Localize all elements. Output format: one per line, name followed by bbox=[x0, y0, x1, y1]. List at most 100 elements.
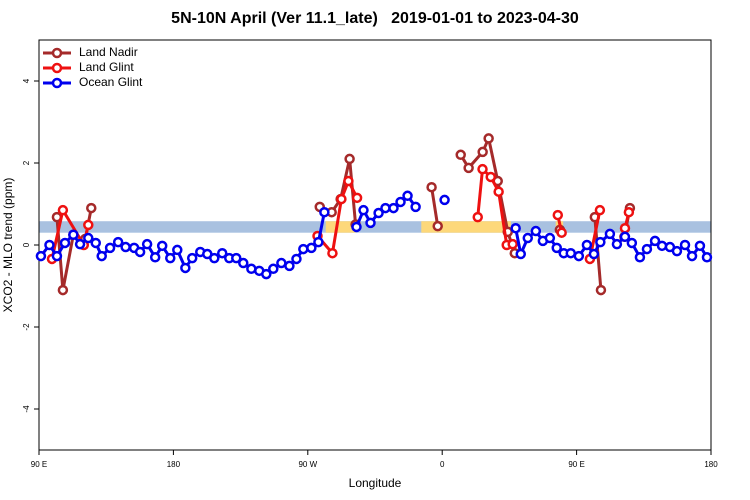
data-point bbox=[112, 236, 124, 248]
y-tick-label: -4 bbox=[22, 405, 31, 413]
data-point bbox=[120, 241, 131, 253]
data-point bbox=[595, 284, 607, 296]
data-point bbox=[472, 211, 483, 223]
data-point bbox=[439, 194, 450, 206]
data-point bbox=[186, 252, 198, 264]
data-point bbox=[238, 257, 249, 269]
data-point bbox=[619, 222, 631, 234]
data-point bbox=[551, 242, 562, 254]
data-point bbox=[515, 248, 526, 260]
data-point bbox=[68, 229, 79, 240]
data-point bbox=[641, 243, 653, 255]
data-point bbox=[701, 252, 713, 263]
data-point bbox=[96, 250, 107, 262]
y-tick-label: 4 bbox=[22, 78, 31, 83]
legend-label: Land Glint bbox=[79, 60, 134, 74]
data-point bbox=[649, 235, 661, 247]
data-point bbox=[134, 246, 146, 258]
data-point bbox=[686, 250, 698, 262]
legend-marker bbox=[51, 62, 63, 74]
data-point bbox=[477, 163, 488, 175]
x-tick-label: 180 bbox=[167, 460, 181, 469]
data-point bbox=[373, 207, 384, 219]
data-point bbox=[522, 232, 534, 244]
data-point bbox=[432, 220, 443, 232]
data-point bbox=[216, 247, 228, 259]
series-line bbox=[430, 186, 440, 227]
data-point bbox=[306, 242, 317, 254]
reference-band bbox=[39, 221, 711, 233]
data-point bbox=[595, 236, 606, 248]
data-point bbox=[44, 239, 55, 251]
data-point bbox=[594, 204, 606, 216]
x-axis-label: Longitude bbox=[349, 476, 402, 490]
legend-marker bbox=[51, 47, 63, 59]
data-point bbox=[634, 252, 646, 263]
data-point bbox=[604, 228, 616, 240]
x-tick-label: 90 W bbox=[298, 460, 317, 469]
data-point bbox=[611, 238, 623, 250]
data-point bbox=[530, 225, 542, 237]
data-point bbox=[573, 250, 585, 262]
data-point bbox=[565, 247, 577, 259]
data-point bbox=[313, 236, 324, 248]
y-tick-label: 0 bbox=[22, 242, 31, 247]
x-tick-label: 90 E bbox=[568, 460, 584, 469]
legend-label: Ocean Glint bbox=[79, 75, 143, 89]
data-point bbox=[455, 149, 466, 161]
data-point bbox=[619, 231, 631, 243]
y-tick-label: 2 bbox=[22, 160, 31, 165]
data-point bbox=[351, 192, 363, 204]
y-axis-label: XCO2 - MLO trend (ppm) bbox=[1, 178, 15, 313]
data-point bbox=[485, 171, 496, 183]
data-point bbox=[268, 263, 279, 275]
data-point bbox=[104, 242, 116, 254]
data-point bbox=[35, 250, 47, 262]
data-point bbox=[172, 244, 183, 256]
data-point bbox=[149, 252, 161, 263]
x-tick-label: 180 bbox=[704, 460, 718, 469]
legend-label: Land Nadir bbox=[79, 45, 138, 59]
data-point bbox=[380, 202, 391, 214]
data-point bbox=[623, 206, 635, 218]
data-point bbox=[679, 239, 691, 251]
data-point bbox=[351, 221, 362, 233]
data-point bbox=[510, 222, 521, 234]
data-point bbox=[581, 239, 593, 251]
data-point bbox=[276, 257, 287, 269]
data-point bbox=[209, 252, 220, 264]
data-point bbox=[284, 260, 295, 272]
data-point bbox=[180, 262, 191, 274]
plot-frame bbox=[38, 39, 712, 451]
data-point bbox=[336, 193, 347, 205]
data-point bbox=[626, 237, 638, 249]
data-point bbox=[463, 162, 474, 174]
data-point bbox=[694, 240, 706, 252]
data-point bbox=[86, 202, 97, 214]
data-point bbox=[410, 201, 421, 213]
data-point bbox=[156, 240, 168, 252]
data-point bbox=[261, 268, 272, 280]
data-point bbox=[507, 238, 518, 250]
data-point bbox=[327, 247, 338, 259]
data-point bbox=[358, 204, 369, 216]
data-point bbox=[544, 232, 556, 244]
data-point bbox=[426, 181, 437, 193]
data-point bbox=[483, 133, 494, 144]
data-point bbox=[141, 238, 153, 250]
data-point bbox=[588, 248, 600, 260]
chart-title: 5N-10N April (Ver 11.1_late) 2019-01-01 … bbox=[171, 10, 579, 27]
data-point bbox=[493, 186, 504, 197]
legend-marker bbox=[51, 77, 63, 89]
data-point bbox=[402, 190, 413, 202]
data-point bbox=[477, 146, 488, 158]
band-segment bbox=[325, 221, 356, 233]
data-point bbox=[671, 245, 683, 257]
data-point bbox=[51, 250, 63, 262]
data-point bbox=[343, 175, 354, 187]
data-point bbox=[656, 240, 668, 252]
data-point bbox=[165, 252, 176, 264]
y-tick-label: -2 bbox=[22, 323, 31, 331]
data-point bbox=[231, 252, 242, 264]
